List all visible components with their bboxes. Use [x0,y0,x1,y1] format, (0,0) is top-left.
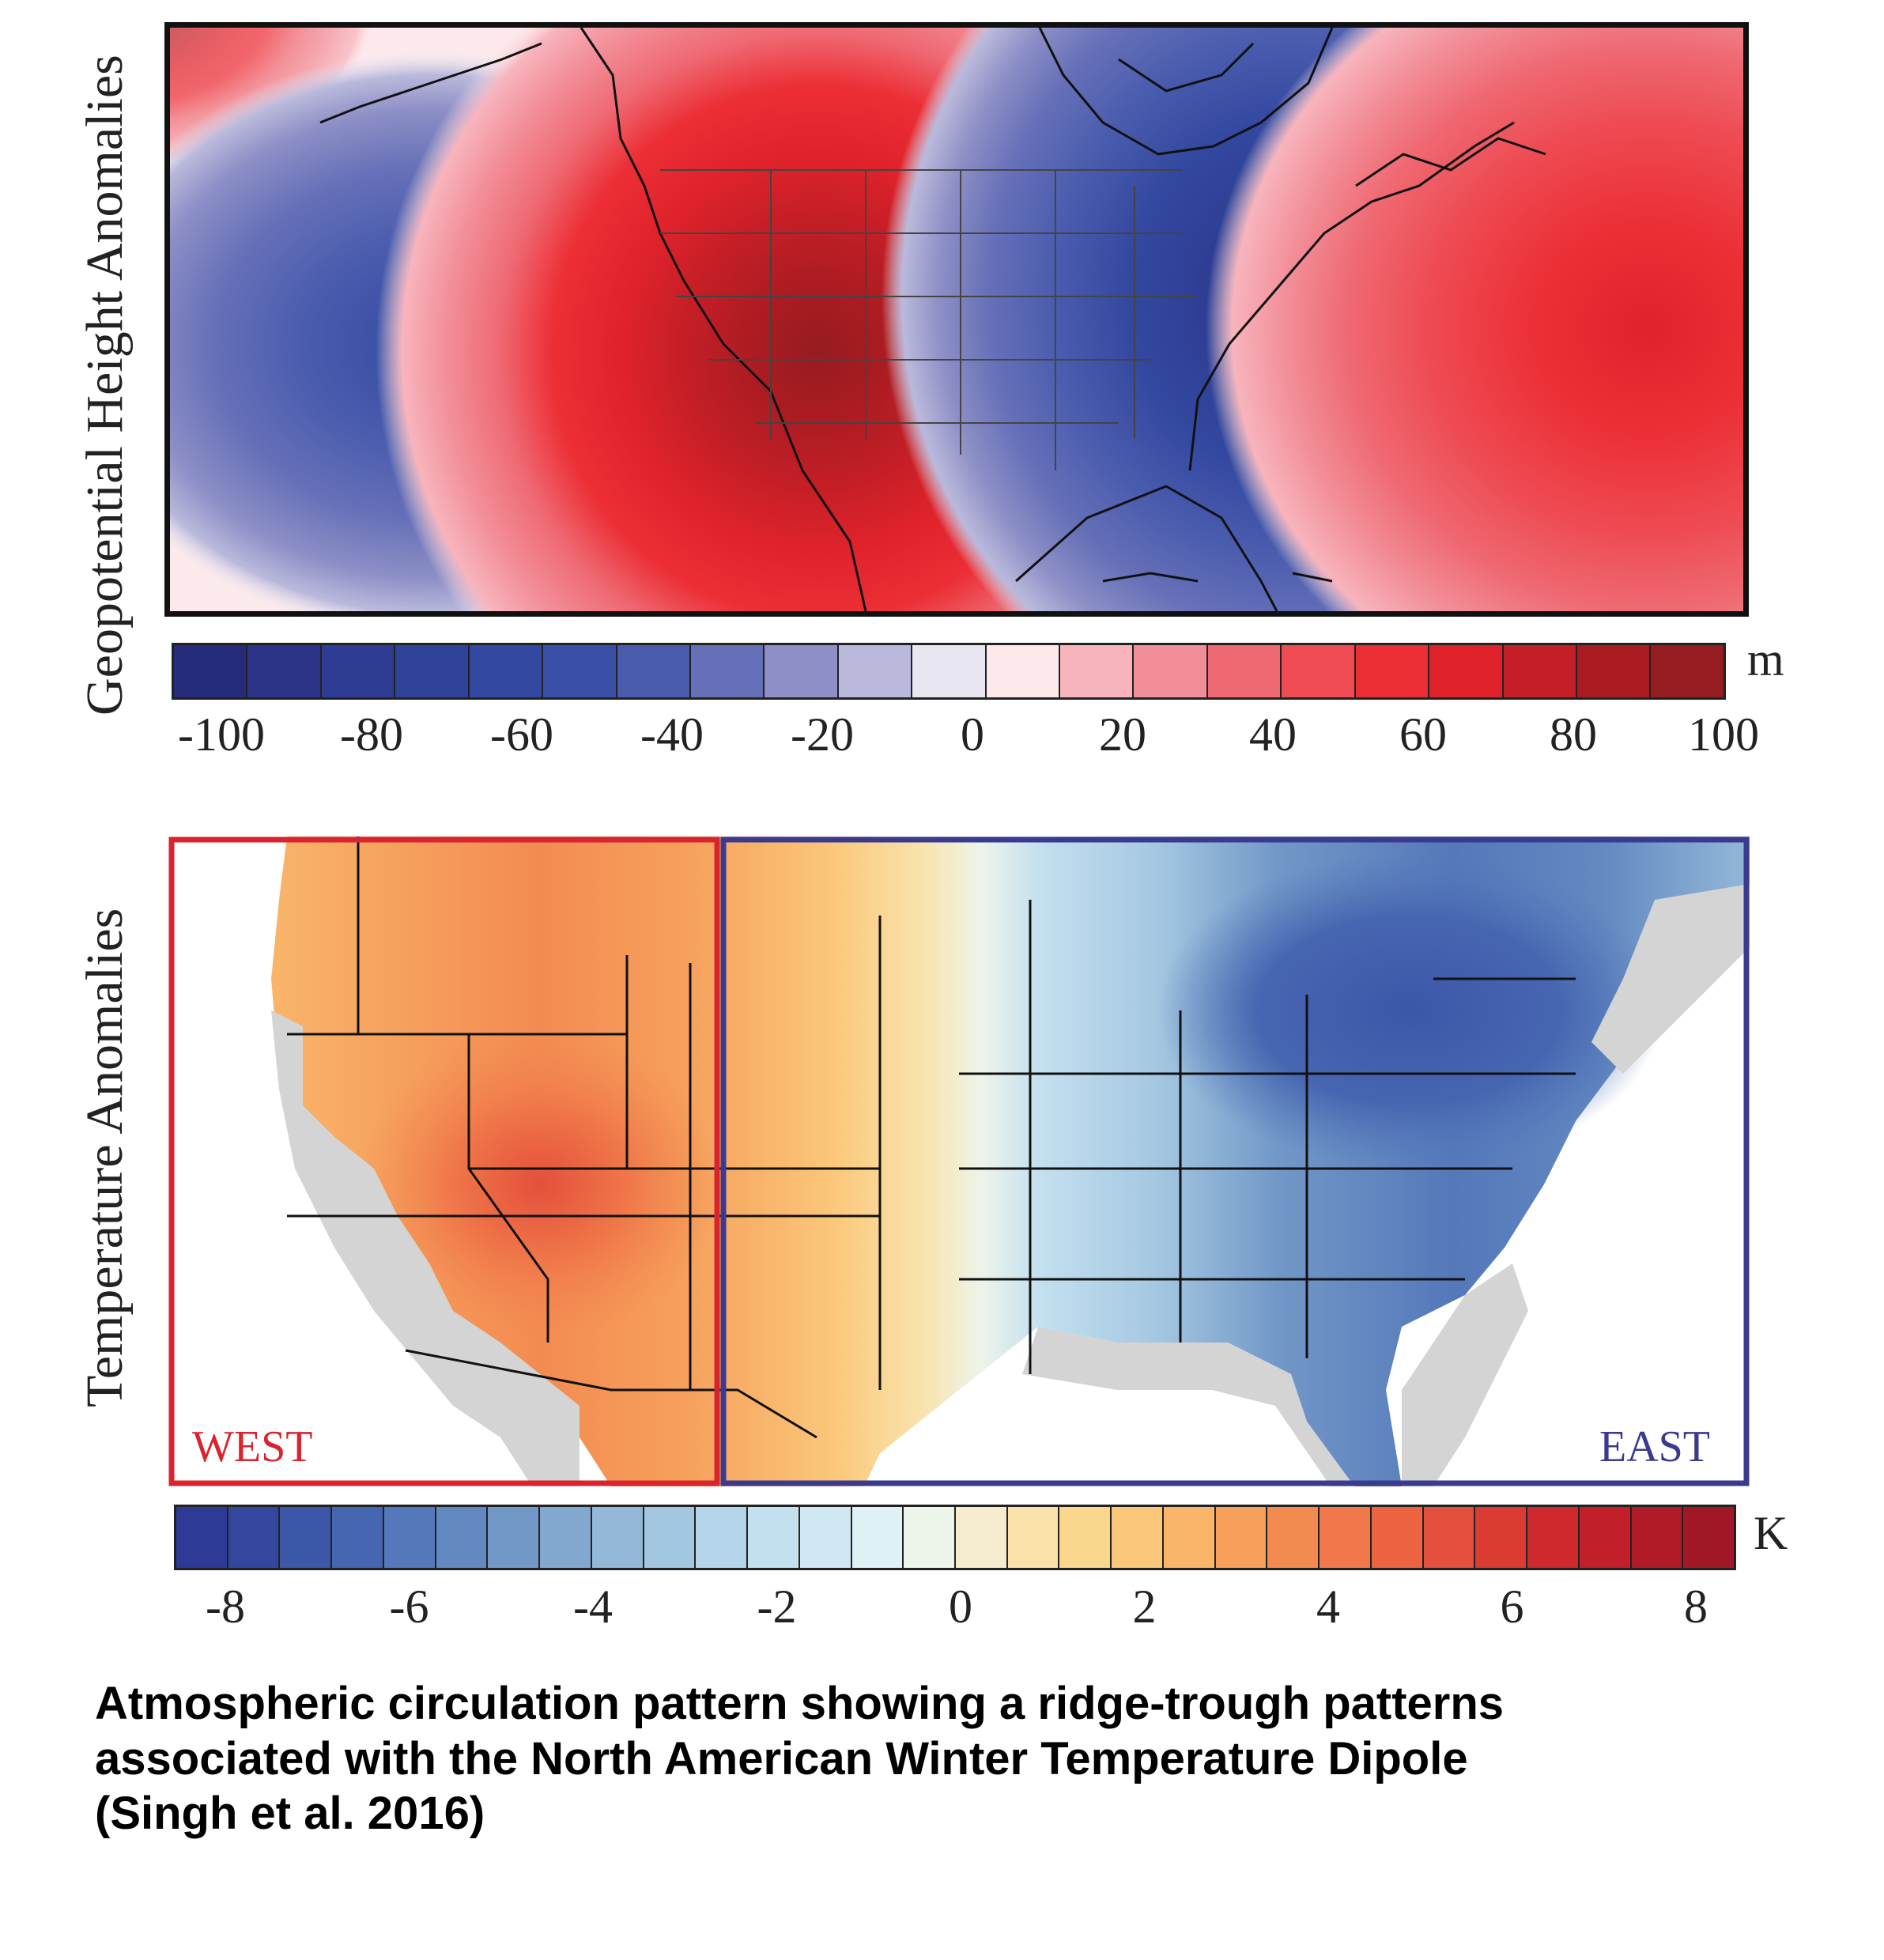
colorbar-segment [1429,645,1504,697]
colorbar-segment [765,645,839,697]
colorbar-segment [1059,1507,1112,1568]
colorbar-tick-label: 40 [1249,708,1297,761]
colorbar-segment [383,1507,436,1568]
colorbar-segment [1527,1507,1580,1568]
colorbar-segment [956,1507,1008,1568]
colorbar-tick-label: 0 [949,1580,972,1633]
colorbar-segment [690,645,765,697]
colorbar-tick-label: 20 [1099,708,1146,761]
geopotential-height-map [164,22,1749,617]
colorbar-tick-label: -2 [757,1580,797,1633]
colorbar-tick-label: -4 [573,1580,613,1633]
colorbar-tick-label: -60 [490,708,553,761]
caption-line-1: Atmospheric circulation pattern showing … [95,1678,1505,1729]
colorbar-segment [696,1507,749,1568]
colorbar-tick-label: -8 [206,1580,245,1633]
colorbar-tick-label: 0 [961,708,984,761]
colorbar-segment [540,1507,592,1568]
caption-line-2: associated with the North American Winte… [95,1732,1468,1784]
colorbar-segment [1631,1507,1684,1568]
east-region-box [720,836,1750,1486]
temperature-anomaly-map: WEST EAST [168,836,1750,1486]
colorbar-segment [904,1507,957,1568]
colorbar-segment [1423,1507,1476,1568]
top-y-axis-label: Geopotential Height Anomalies [76,55,134,716]
west-region-box [168,836,720,1486]
colorbar-segment [1651,645,1724,697]
colorbar-tick-label: 80 [1550,708,1597,761]
caption-line-3: (Singh et al. 2016) [95,1788,485,1840]
colorbar-segment [1207,645,1282,697]
colorbar-tick-label: 60 [1399,708,1447,761]
colorbar-segment [280,1507,333,1568]
colorbar-segment [838,645,913,697]
colorbar-segment [174,645,248,697]
colorbar-tick-label: -6 [389,1580,429,1633]
colorbar-segment [1282,645,1356,697]
colorbar-segment [799,1507,852,1568]
colorbar-segment [1007,1507,1060,1568]
west-region-label: WEST [192,1422,313,1471]
colorbar-segment [1134,645,1208,697]
colorbar-segment [395,645,470,697]
geopotential-field [170,28,1743,611]
colorbar-segment [617,645,691,697]
temperature-colorbar [174,1505,1736,1570]
colorbar-segment [986,645,1061,697]
colorbar-tick-label: 6 [1500,1580,1524,1633]
colorbar-segment [1577,645,1652,697]
colorbar-segment [851,1507,904,1568]
temperature-field [168,836,1750,1486]
colorbar-tick-label: -80 [340,708,403,761]
colorbar-segment [1579,1507,1632,1568]
colorbar-segment [644,1507,697,1568]
colorbar-segment [1355,645,1430,697]
colorbar-segment [1475,1507,1528,1568]
colorbar-segment [1267,1507,1320,1568]
figure-caption: Atmospheric circulation pattern showing … [95,1676,1834,1841]
colorbar-tick-label: -40 [640,708,704,761]
colorbar-segment [1215,1507,1268,1568]
colorbar-tick-label: -100 [178,708,265,761]
colorbar-segment [1320,1507,1372,1568]
colorbar-tick-label: 4 [1316,1580,1340,1633]
colorbar-segment [332,1507,384,1568]
colorbar-segment [912,645,987,697]
colorbar-tick-label: -20 [791,708,854,761]
colorbar-segment [1371,1507,1424,1568]
temperature-colorbar-unit: K [1754,1507,1788,1559]
height-colorbar-unit: m [1747,633,1784,685]
colorbar-segment [228,1507,281,1568]
bottom-y-axis-label: Temperature Anomalies [76,908,134,1407]
colorbar-segment [748,1507,800,1568]
colorbar-segment [1112,1507,1164,1568]
colorbar-segment [488,1507,541,1568]
colorbar-segment [1503,645,1578,697]
colorbar-segment [1683,1507,1735,1568]
colorbar-segment [176,1507,228,1568]
colorbar-tick-label: 2 [1132,1580,1157,1633]
colorbar-tick-label: 100 [1688,708,1759,761]
colorbar-segment [543,645,617,697]
colorbar-segment [1060,645,1135,697]
colorbar-segment [591,1507,644,1568]
colorbar-segment [321,645,396,697]
colorbar-segment [1163,1507,1216,1568]
height-colorbar [172,643,1726,700]
east-region-label: EAST [1599,1422,1710,1471]
colorbar-segment [436,1507,489,1568]
colorbar-tick-label: 8 [1684,1580,1708,1633]
colorbar-segment [469,645,544,697]
colorbar-segment [247,645,322,697]
